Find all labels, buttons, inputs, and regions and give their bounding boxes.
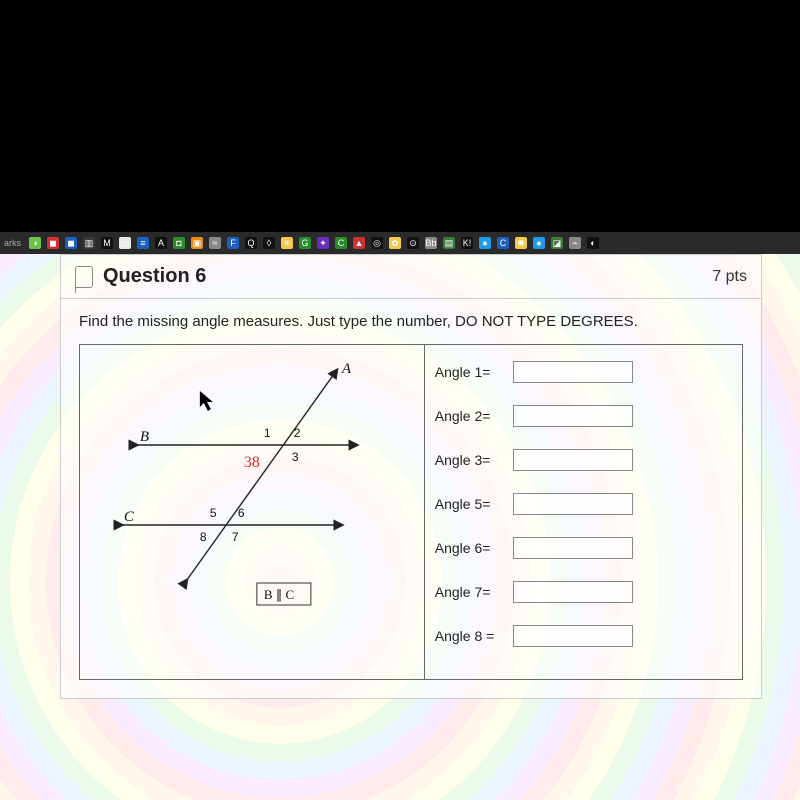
bookmarks-label: arks — [4, 238, 21, 248]
bookmark-icon[interactable]: ◼ — [65, 237, 77, 249]
bookmark-icons: ◑ ◼ ◼ ▥ M ▭ ≡ A ◘ ▣ ≈ FQ ◊ ✳ G ✦ C ▲ ◎ ✿ ⊙ Bb ▤ K! ● C ✺ ● ◪ ⌁ ◐ — [29, 237, 599, 249]
answer-row: Angle 1= — [435, 361, 732, 383]
cursor-icon — [200, 391, 213, 411]
answer-input[interactable] — [513, 537, 633, 559]
angle-5-label: 5 — [210, 506, 217, 520]
bookmark-icon[interactable]: ≈ — [209, 237, 221, 249]
answer-row: Angle 7= — [435, 581, 732, 603]
answer-label: Angle 6= — [435, 540, 507, 556]
bookmarks-bar: arks ◑ ◼ ◼ ▥ M ▭ ≡ A ◘ ▣ ≈ FQ ◊ ✳ G ✦ C ▲ ◎ ✿ ⊙ Bb ▤ K! ● C ✺ ● ◪ ⌁ ◐ — [0, 232, 800, 254]
bookmark-icon[interactable]: ✿ — [389, 237, 401, 249]
bookmark-icon[interactable]: ◐ — [587, 237, 599, 249]
answers-list: Angle 1= Angle 2= Angle 3= Angle 5= Angle 6=… — [435, 361, 732, 647]
bookmark-icon[interactable]: ◘ — [173, 237, 185, 249]
bookmark-icon[interactable]: A — [155, 237, 167, 249]
answer-input[interactable] — [513, 581, 633, 603]
bookmark-icon[interactable]: ▤ — [443, 237, 455, 249]
question-prompt: Find the missing angle measures. Just ty… — [79, 313, 743, 330]
answer-label: Angle 2= — [435, 408, 507, 424]
angle-7-label: 7 — [232, 530, 239, 544]
answer-row: Angle 6= — [435, 537, 732, 559]
answer-label: Angle 3= — [435, 452, 507, 468]
bookmark-icon[interactable]: ▲ — [353, 237, 365, 249]
point-c-label: C — [124, 509, 135, 525]
answer-label: Angle 1= — [435, 364, 507, 380]
bookmark-icon[interactable]: ▥ — [83, 237, 95, 249]
angle-8-label: 8 — [200, 530, 207, 544]
bookmark-icon[interactable]: C — [497, 237, 509, 249]
point-a-label: A — [341, 361, 352, 377]
bookmark-icon[interactable]: ◑ — [29, 237, 41, 249]
answer-input[interactable] — [513, 625, 633, 647]
bookmark-icon[interactable]: Bb — [425, 237, 437, 249]
bookmark-icon[interactable]: ⊙ — [407, 237, 419, 249]
answer-row: Angle 5= — [435, 493, 732, 515]
bookmark-icon[interactable]: K! — [461, 237, 473, 249]
bookmark-icon[interactable]: ⌁ — [569, 237, 581, 249]
bookmark-icon[interactable]: ◼ — [47, 237, 59, 249]
bookmark-icon[interactable]: ▣ — [191, 237, 203, 249]
angle-6-label: 6 — [238, 506, 245, 520]
bookmark-icon[interactable]: G — [299, 237, 311, 249]
question-body: Find the missing angle measures. Just ty… — [61, 299, 761, 698]
bookmark-icon[interactable]: Q — [245, 237, 257, 249]
angle-2-label: 2 — [294, 426, 301, 440]
answer-row: Angle 3= — [435, 449, 732, 471]
point-b-label: B — [140, 429, 149, 445]
question-title: Question 6 — [103, 265, 206, 288]
bookmark-icon[interactable]: M — [101, 237, 113, 249]
answer-input[interactable] — [513, 361, 633, 383]
angle-diagram: A B C 1 2 3 38 5 6 7 — [90, 355, 414, 615]
bookmark-icon[interactable]: C — [335, 237, 347, 249]
angle-3-label: 3 — [292, 450, 299, 464]
given-angle-38: 38 — [244, 454, 260, 471]
bookmark-icon[interactable]: ◎ — [371, 237, 383, 249]
answer-row: Angle 2= — [435, 405, 732, 427]
answer-label: Angle 8 = — [435, 628, 507, 644]
angle-1-label: 1 — [264, 426, 271, 440]
question-table: A B C 1 2 3 38 5 6 7 — [79, 344, 743, 680]
answer-input[interactable] — [513, 405, 633, 427]
question-card: Question 6 7 pts Find the missing angle … — [60, 254, 762, 699]
answer-label: Angle 7= — [435, 584, 507, 600]
bookmark-icon[interactable]: ✳ — [281, 237, 293, 249]
question-points: 7 pts — [712, 268, 747, 286]
answers-cell: Angle 1= Angle 2= Angle 3= Angle 5= Angle 6=… — [424, 345, 742, 680]
page-content: Question 6 7 pts Find the missing angle … — [0, 254, 800, 800]
bookmark-icon[interactable]: ✦ — [317, 237, 329, 249]
question-header: Question 6 7 pts — [61, 255, 761, 299]
bookmark-icon[interactable]: ≡ — [137, 237, 149, 249]
answer-input[interactable] — [513, 493, 633, 515]
bookmark-icon[interactable]: ● — [479, 237, 491, 249]
answer-label: Angle 5= — [435, 496, 507, 512]
parallel-label: B ∥ C — [264, 587, 294, 602]
bookmark-icon[interactable]: ◊ — [263, 237, 275, 249]
bookmark-icon[interactable]: F — [227, 237, 239, 249]
flag-icon[interactable] — [75, 266, 93, 288]
bookmark-icon[interactable]: ✺ — [515, 237, 527, 249]
answer-input[interactable] — [513, 449, 633, 471]
answer-row: Angle 8 = — [435, 625, 732, 647]
bookmark-icon[interactable]: ◪ — [551, 237, 563, 249]
bookmark-icon[interactable]: ▭ — [119, 237, 131, 249]
bookmark-icon[interactable]: ● — [533, 237, 545, 249]
diagram-cell: A B C 1 2 3 38 5 6 7 — [80, 345, 425, 680]
